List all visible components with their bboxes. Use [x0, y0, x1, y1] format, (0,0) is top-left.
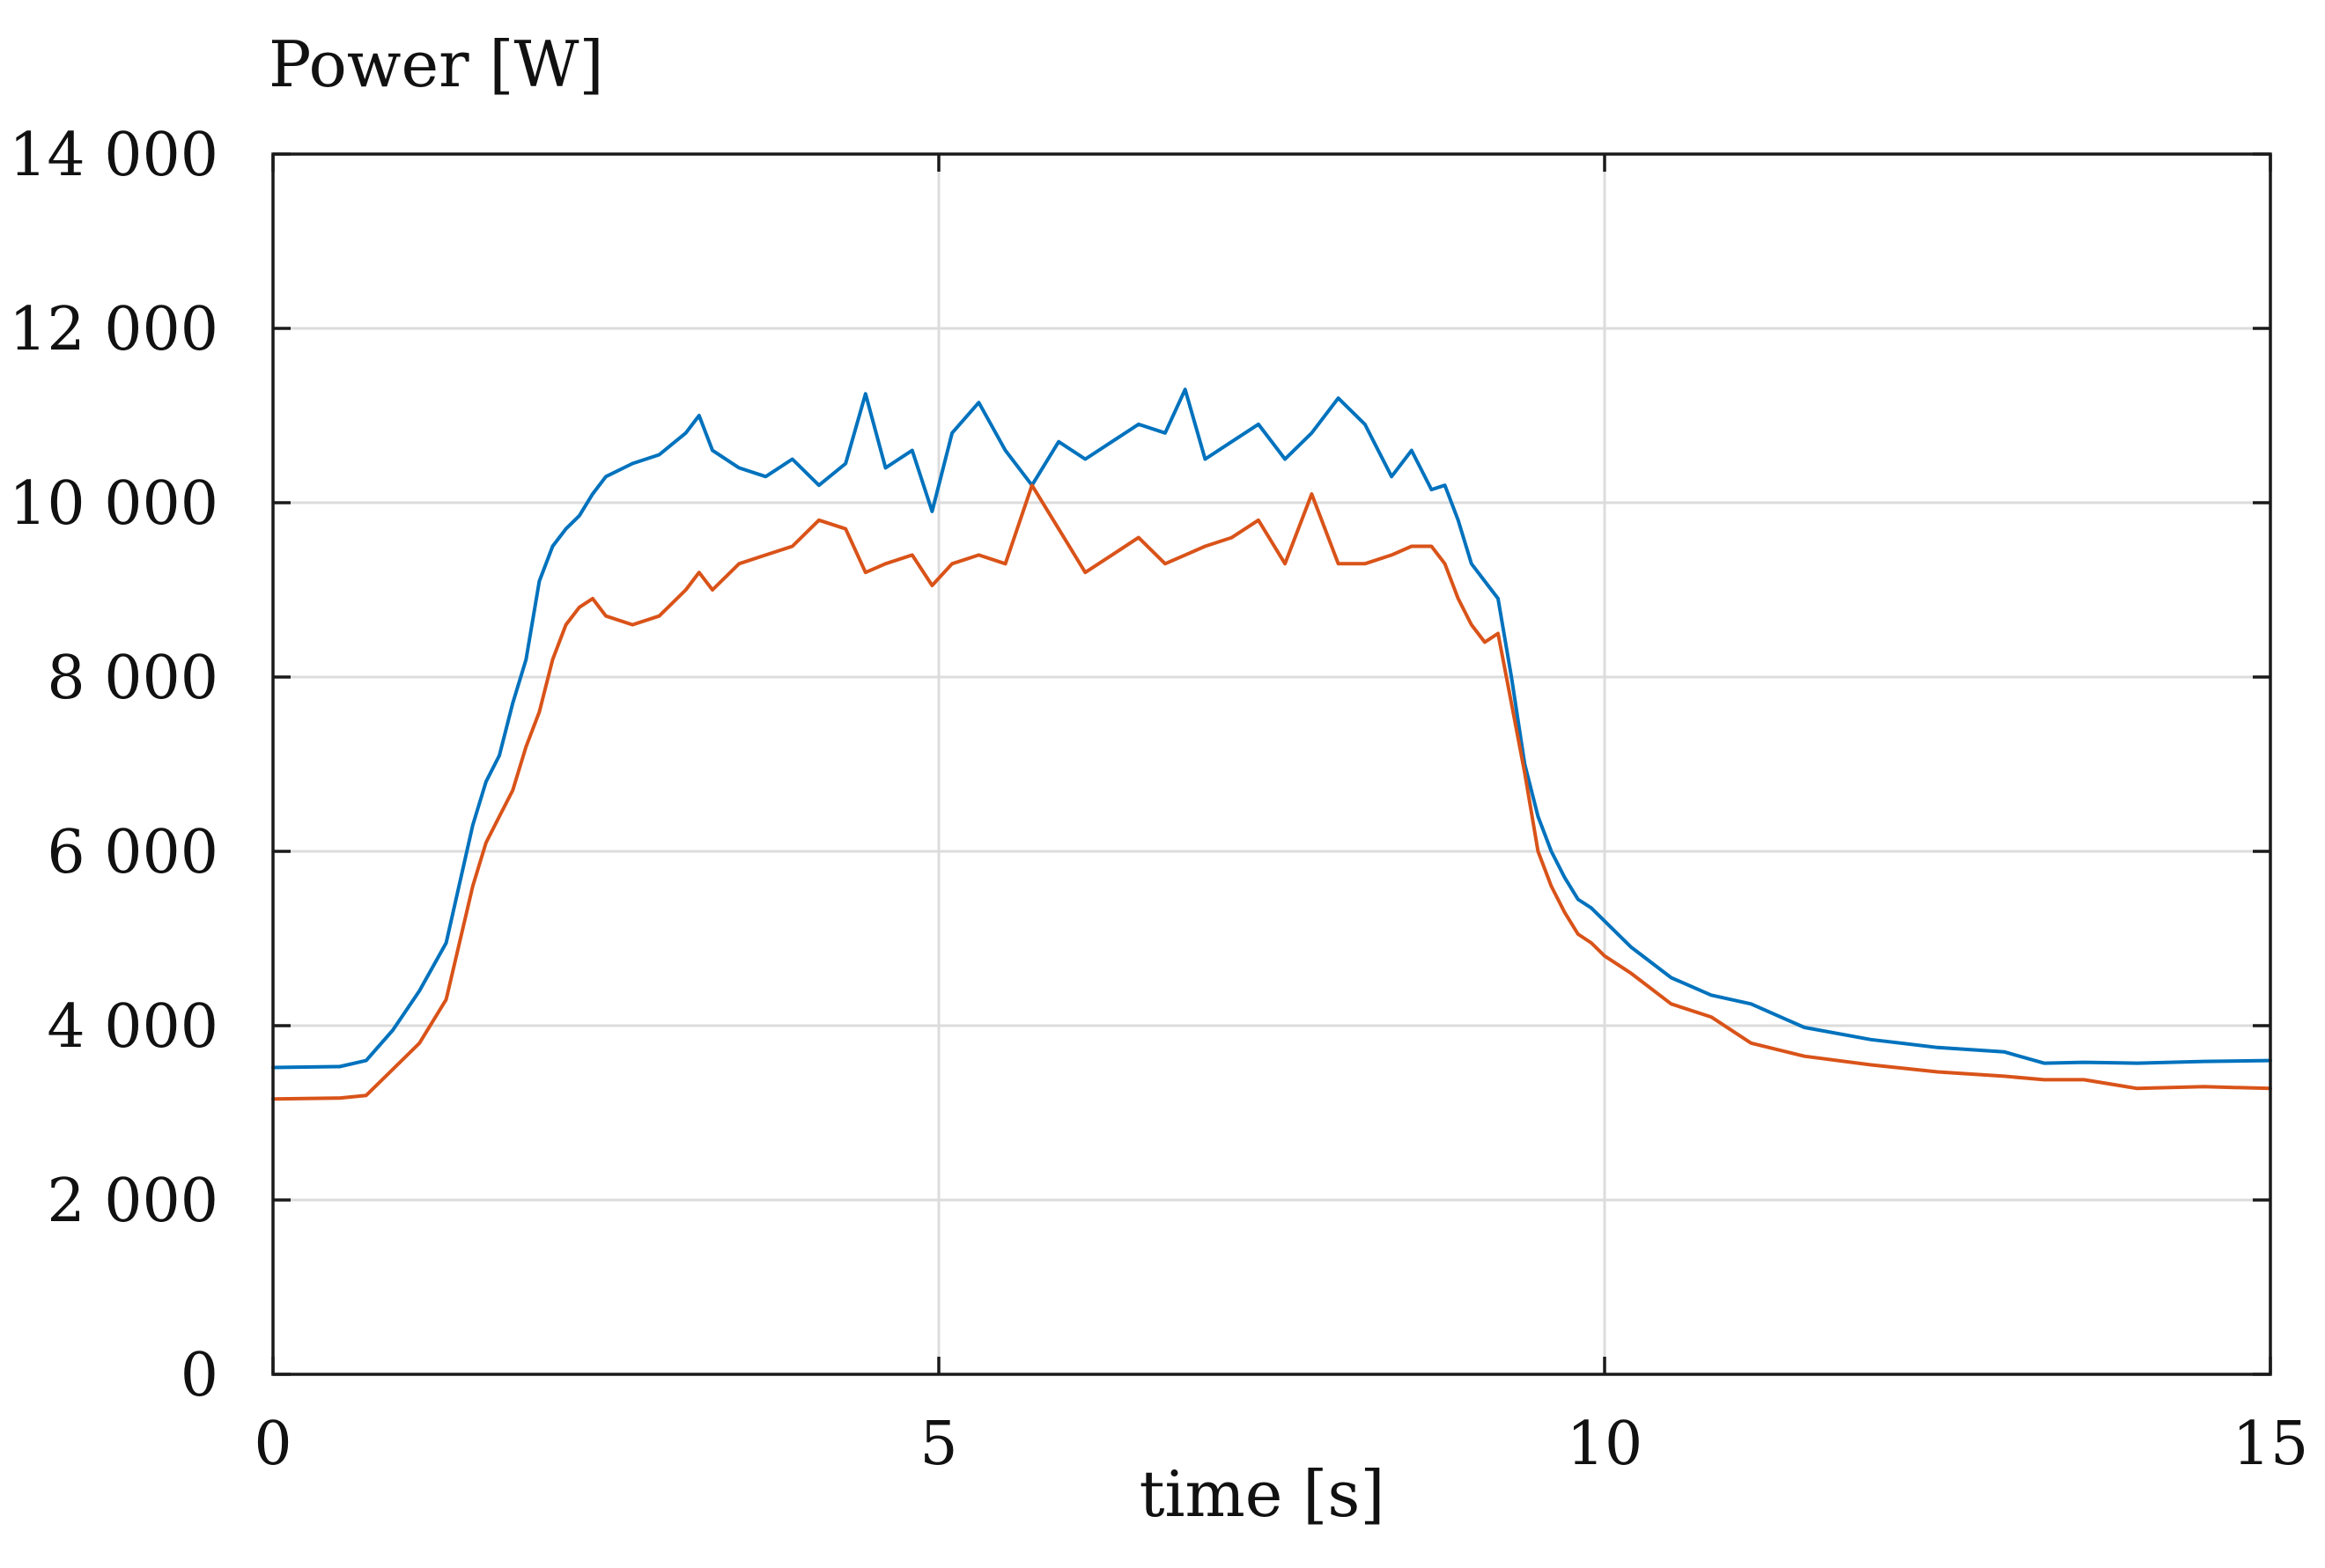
- x-tick-label: 0: [254, 1410, 292, 1479]
- series-layer: [271, 387, 2272, 1101]
- series-orange-line: [271, 483, 2272, 1101]
- y-tick-label: 4 000: [47, 992, 218, 1062]
- x-axis-title: time [s]: [1140, 1457, 1385, 1531]
- y-tick-label: 0: [181, 1341, 218, 1410]
- y-tick-label: 10 000: [9, 469, 218, 539]
- tick-marks: [271, 152, 2272, 1376]
- x-tick-label: 10: [1567, 1410, 1643, 1479]
- y-tick-label: 6 000: [47, 818, 218, 887]
- y-tick-label: 8 000: [47, 644, 218, 713]
- x-tick-label: 5: [919, 1410, 957, 1479]
- x-tick-label: 15: [2233, 1410, 2309, 1479]
- y-axis-title: Power [W]: [269, 27, 604, 101]
- y-tick-label: 12 000: [9, 295, 218, 364]
- grid-lines: [273, 154, 2270, 1374]
- plot-frame: [271, 152, 2272, 1376]
- y-tick-label: 2 000: [47, 1167, 218, 1236]
- series-blue-line: [271, 387, 2272, 1070]
- y-tick-label: 14 000: [9, 121, 218, 190]
- x-tick-labels: 0 5 10 15: [254, 1410, 2308, 1479]
- y-tick-labels: 0 2 000 4 000 6 000 8 000 10 000 12 000 14 000: [9, 121, 218, 1410]
